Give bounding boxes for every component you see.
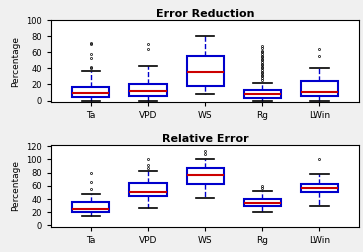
Title: Relative Error: Relative Error [162, 134, 248, 144]
PathPatch shape [187, 56, 224, 86]
PathPatch shape [244, 199, 281, 206]
Y-axis label: Percentage: Percentage [12, 36, 20, 87]
Title: Error Reduction: Error Reduction [156, 9, 254, 19]
PathPatch shape [72, 87, 109, 97]
PathPatch shape [72, 202, 109, 212]
PathPatch shape [129, 84, 167, 96]
PathPatch shape [301, 184, 338, 193]
PathPatch shape [187, 168, 224, 184]
Y-axis label: Percentage: Percentage [12, 160, 20, 211]
PathPatch shape [244, 90, 281, 98]
PathPatch shape [301, 81, 338, 96]
PathPatch shape [129, 183, 167, 196]
